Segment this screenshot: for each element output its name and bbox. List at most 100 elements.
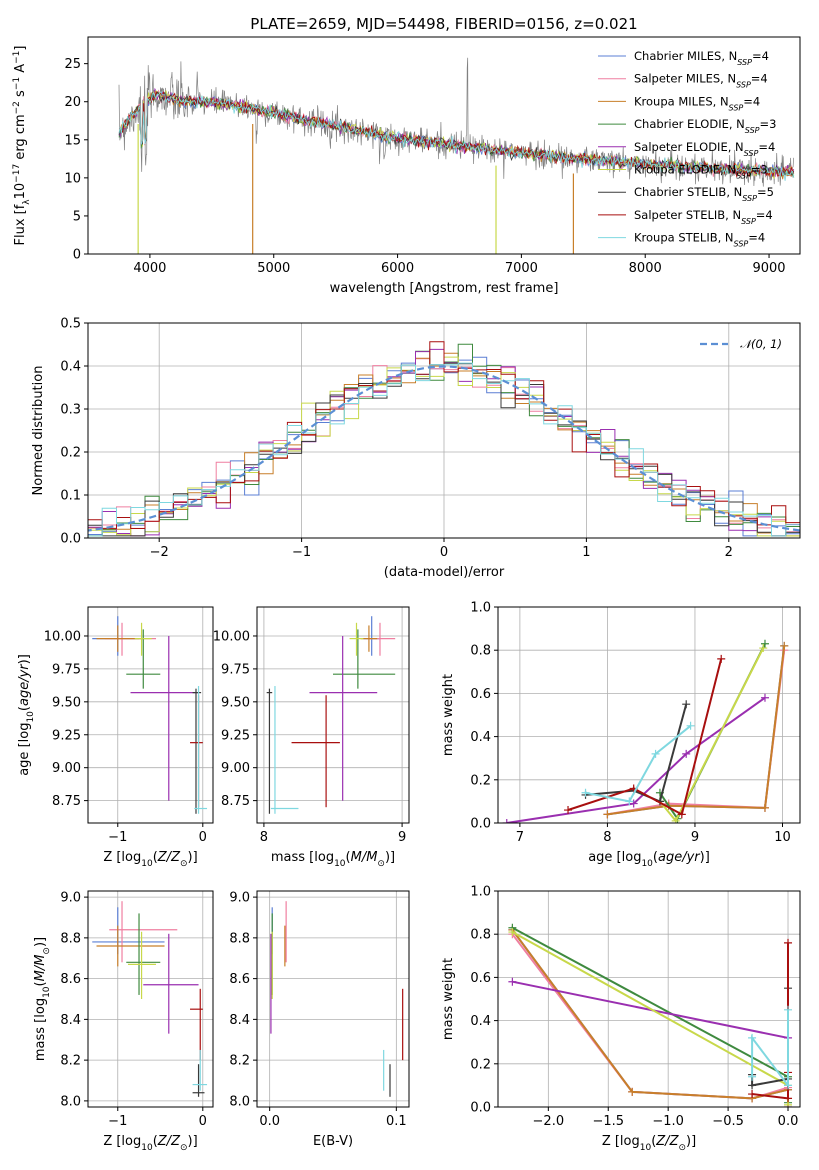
y-axis-label-part: mass weight — [441, 958, 456, 1040]
legend-label-text: Chabrier STELIB, N — [634, 185, 742, 199]
mass-weight-line — [512, 980, 789, 1107]
x-axis-label: mass [log10(M/M⊙)] — [271, 850, 395, 869]
axes-frame — [87, 36, 801, 255]
x-axis-label-part: age [log — [588, 850, 641, 865]
x-tick-label: −1 — [292, 545, 311, 560]
x-axis-label-part: ( — [653, 850, 658, 865]
legend-label-count: =4 — [758, 140, 775, 154]
legend-label-text: Kroupa ELODIE, N — [634, 163, 736, 177]
x-axis-label-part: )] — [700, 850, 710, 865]
y-axis-label-part: −17 — [12, 164, 22, 183]
y-axis-label-part: ⊙ — [42, 947, 52, 955]
y-tick-label: 0.4 — [470, 1014, 491, 1029]
x-axis-label-part: Z/Z — [157, 850, 181, 865]
x-axis-label-part: Z/Z — [655, 1134, 679, 1149]
y-tick-label: 9.75 — [52, 662, 81, 677]
mass-weight-marker — [603, 810, 612, 819]
x-axis-label: E(B-V) — [313, 1134, 353, 1149]
y-tick-label: 5 — [73, 209, 81, 224]
legend-label-count: =5 — [757, 185, 774, 199]
y-axis-label-part: ( — [33, 981, 48, 986]
y-axis-label: mass weight — [441, 674, 456, 756]
y-axis-label-part: age [log — [17, 723, 32, 776]
legend-label-sub: SSP — [744, 148, 759, 157]
legend-label-count: =4 — [752, 49, 769, 63]
y-tick-label: 8.6 — [229, 972, 250, 987]
x-axis-label: Z [log10(Z/Z⊙)] — [103, 850, 197, 869]
y-tick-label: 1.0 — [470, 885, 491, 900]
panel-6: 0.0 0.1 8.0 8.2 8.4 8.6 8.8 9.0 E(B-V) — [229, 890, 410, 1149]
mass-weight-marker — [760, 693, 769, 702]
legend-label-text: Chabrier MILES, N — [634, 49, 737, 63]
x-tick-label: −2.0 — [533, 1114, 565, 1129]
mass-weight-marker — [629, 799, 638, 808]
y-tick-label: 0.1 — [60, 489, 81, 504]
y-tick-label: 0.3 — [60, 403, 81, 418]
y-tick-label: 9.25 — [221, 728, 250, 743]
mass-weight-line — [659, 643, 766, 821]
mass-weight-marker — [748, 1081, 757, 1090]
x-axis-label-part: ⊙ — [180, 1143, 188, 1153]
y-tick-label: 9.25 — [52, 728, 81, 743]
y-tick-label: 0.6 — [470, 687, 491, 702]
y-axis-label: mass [log10(M/M⊙)] — [33, 937, 52, 1061]
mass-weight-line — [585, 703, 688, 803]
plot-area — [270, 901, 404, 1097]
legend-label: Chabrier STELIB, NSSP=5 — [634, 185, 774, 203]
y-axis-label-part: −1 — [12, 77, 22, 90]
mass-weight-marker — [502, 819, 511, 823]
axes-frame — [497, 890, 801, 1108]
legend-label: Kroupa MILES, NSSP=4 — [634, 94, 760, 112]
legend-label: Kroupa STELIB, NSSP=4 — [634, 231, 765, 249]
y-tick-label: 0.2 — [60, 446, 81, 461]
y-tick-label: 1.0 — [470, 601, 491, 616]
x-tick-label: 8 — [603, 830, 611, 845]
x-axis-label-part: age/yr — [658, 850, 701, 865]
y-tick-label: 8.2 — [60, 1054, 81, 1069]
y-tick-label: 10.00 — [213, 629, 250, 644]
mass-weight-marker — [760, 803, 769, 812]
x-axis-label: wavelength [Angstrom, rest frame] — [330, 281, 559, 296]
model-spectrum-line — [118, 90, 795, 178]
x-tick-label: −2 — [150, 545, 169, 560]
legend-label: Chabrier ELODIE, NSSP=3 — [634, 117, 776, 135]
mass-weight-marker — [677, 810, 686, 819]
legend-label: Salpeter ELODIE, NSSP=4 — [634, 140, 775, 158]
y-axis-label-part: λ — [22, 199, 32, 205]
y-tick-label: 0.2 — [470, 1057, 491, 1072]
y-tick-label: 10.00 — [44, 629, 81, 644]
x-axis-label-part: 10 — [640, 1143, 652, 1153]
y-tick-label: 0.0 — [470, 1101, 491, 1116]
mass-weight-line — [607, 645, 786, 816]
y-tick-label: 0.8 — [470, 644, 491, 659]
y-axis-label-part: −1 — [12, 51, 22, 64]
model-spectrum-line — [118, 91, 795, 181]
x-axis-label-part: ( — [153, 850, 158, 865]
y-axis-label-part: Normed distribution — [31, 366, 46, 496]
legend-label-count: =4 — [751, 72, 768, 86]
y-tick-label: 8.0 — [60, 1094, 81, 1109]
y-tick-label: 9.00 — [221, 761, 250, 776]
observed-spectrum — [118, 57, 794, 187]
mass-weight-line — [659, 647, 765, 823]
legend-label-text: Salpeter MILES, N — [634, 72, 736, 86]
y-tick-label: 0.8 — [470, 928, 491, 943]
mass-weight-line — [511, 933, 789, 1100]
x-tick-label: 5000 — [257, 261, 290, 276]
panel-1: −2 −1 0 1 2 0.0 0.1 0.2 0.3 0.4 0.5 𝒩(0, 1) (data-mo… — [31, 317, 801, 580]
y-axis-label-part: mass [log — [33, 998, 48, 1061]
legend-label: 𝒩(0, 1) — [740, 337, 782, 351]
y-tick-label: 8.75 — [52, 794, 81, 809]
mass-weight-marker — [671, 816, 680, 823]
axes-frame — [87, 322, 801, 539]
y-axis-label-part: A — [13, 64, 28, 77]
y-tick-label: 9.75 — [221, 662, 250, 677]
mass-weight-line — [506, 696, 766, 823]
legend-label-sub: SSP — [742, 194, 757, 203]
mass-weight-marker — [717, 654, 726, 663]
y-axis-label-part: 10 — [26, 711, 36, 723]
y-tick-label: 0.0 — [470, 817, 491, 832]
legend-label: Kroupa ELODIE, NSSP=3 — [634, 163, 768, 181]
mass-weight-marker — [784, 1081, 793, 1090]
mass-weight-line — [511, 931, 789, 1105]
